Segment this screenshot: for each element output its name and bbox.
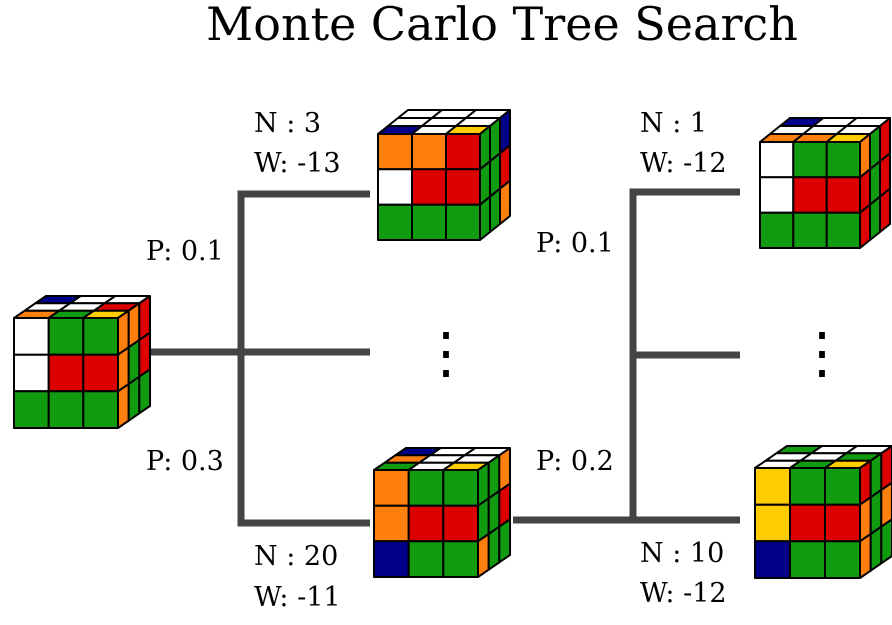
cube-front-sticker bbox=[82, 390, 119, 429]
right-top-visits-label: N : 1 bbox=[640, 108, 707, 139]
cube-root-node bbox=[13, 295, 151, 429]
cube-side-sticker bbox=[869, 525, 883, 572]
cube-front-sticker bbox=[754, 540, 791, 579]
cube-front-sticker bbox=[411, 203, 447, 241]
cube-side-sticker bbox=[880, 445, 892, 491]
cube-front-sticker bbox=[82, 353, 119, 393]
cube-front-sticker bbox=[789, 503, 826, 543]
cube-front-sticker bbox=[47, 390, 85, 429]
cube-side-sticker bbox=[498, 518, 511, 564]
cube-side-sticker bbox=[859, 533, 872, 579]
cube-front-sticker bbox=[792, 211, 828, 249]
cube-front-sticker bbox=[759, 141, 795, 179]
cube-child-bottom-node bbox=[373, 447, 511, 578]
cube-front-sticker bbox=[442, 504, 479, 543]
cube-side-sticker bbox=[499, 179, 511, 225]
cube-front-sticker bbox=[824, 540, 861, 579]
cube-front-sticker bbox=[373, 504, 410, 543]
cube-front-sticker bbox=[407, 504, 445, 543]
cube-side-sticker bbox=[869, 195, 881, 241]
cube-front-sticker bbox=[13, 390, 50, 429]
cube-front-sticker bbox=[825, 141, 861, 179]
cube-front-sticker bbox=[445, 203, 481, 241]
cube-side-sticker bbox=[489, 187, 501, 233]
right-bottom-visits-label: N : 10 bbox=[640, 538, 724, 569]
cube-front-sticker bbox=[825, 176, 861, 214]
right-bottom-prob-label: P: 0.2 bbox=[536, 446, 614, 477]
cube-front-sticker bbox=[754, 467, 791, 506]
cube-front-sticker bbox=[789, 467, 826, 506]
cube-front-sticker bbox=[759, 176, 795, 214]
cube-side-sticker bbox=[880, 481, 892, 528]
cube-front-sticker bbox=[442, 469, 479, 507]
left-ellipsis: ⋮ bbox=[418, 321, 474, 386]
cube-side-sticker bbox=[880, 518, 892, 565]
cube-side-sticker bbox=[479, 195, 491, 241]
left-top-prob-label: P: 0.1 bbox=[146, 236, 224, 267]
cube-front-sticker bbox=[13, 317, 50, 356]
left-bottom-value-label: W: -11 bbox=[254, 582, 341, 613]
cube-front-sticker bbox=[445, 133, 481, 171]
right-ellipsis: ⋮ bbox=[794, 321, 850, 386]
cube-front-sticker bbox=[825, 211, 861, 249]
cube-front-sticker bbox=[407, 469, 445, 507]
cube-child-top-node bbox=[377, 109, 511, 241]
cube-front-sticker bbox=[373, 469, 410, 507]
cube-front-sticker bbox=[373, 540, 410, 578]
left-top-value-label: W: -13 bbox=[254, 148, 341, 179]
cube-side-sticker bbox=[127, 375, 141, 422]
cube-front-sticker bbox=[377, 133, 413, 171]
left-bottom-visits-label: N : 20 bbox=[254, 541, 338, 572]
right-top-value-label: W: -12 bbox=[640, 148, 727, 179]
left-bottom-prob-label: P: 0.3 bbox=[146, 446, 224, 477]
cube-grandchild-top-node bbox=[759, 117, 891, 249]
cube-front-sticker bbox=[411, 168, 447, 206]
cube-side-sticker bbox=[477, 533, 490, 578]
cube-front-sticker bbox=[792, 176, 828, 214]
diagram-title: Monte Carlo Tree Search bbox=[206, 0, 798, 51]
cube-front-sticker bbox=[377, 203, 413, 241]
cube-front-sticker bbox=[47, 353, 85, 393]
tree-edges bbox=[150, 188, 740, 527]
cube-front-sticker bbox=[13, 353, 50, 393]
cube-grandchild-bottom-node bbox=[754, 445, 892, 579]
cube-front-sticker bbox=[759, 211, 795, 249]
cube-front-sticker bbox=[82, 317, 119, 356]
cube-side-sticker bbox=[117, 383, 130, 429]
cube-side-sticker bbox=[859, 203, 871, 249]
cube-front-sticker bbox=[824, 503, 861, 543]
cube-front-sticker bbox=[754, 503, 791, 543]
cube-front-sticker bbox=[377, 168, 413, 206]
cube-side-sticker bbox=[487, 525, 501, 571]
left-top-visits-label: N : 3 bbox=[254, 108, 321, 139]
cube-side-sticker bbox=[138, 368, 151, 415]
cube-front-sticker bbox=[445, 168, 481, 206]
right-bottom-value-label: W: -12 bbox=[640, 578, 727, 609]
cube-side-sticker bbox=[879, 187, 891, 233]
cube-front-sticker bbox=[411, 133, 447, 171]
cube-front-sticker bbox=[407, 540, 445, 578]
cube-front-sticker bbox=[47, 317, 85, 356]
cube-front-sticker bbox=[789, 540, 826, 579]
cube-front-sticker bbox=[792, 141, 828, 179]
cube-front-sticker bbox=[442, 540, 479, 578]
right-top-prob-label: P: 0.1 bbox=[536, 228, 614, 259]
cube-front-sticker bbox=[824, 467, 861, 506]
